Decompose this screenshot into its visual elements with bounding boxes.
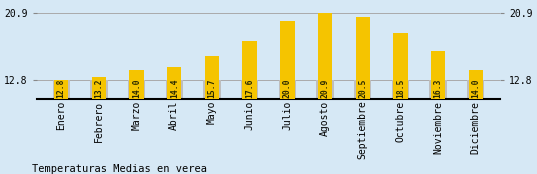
Bar: [392, 80, 409, 99]
Bar: [128, 80, 145, 99]
Bar: [90, 80, 107, 99]
Bar: [431, 51, 445, 99]
Text: 12.8: 12.8: [57, 78, 66, 98]
Text: 17.6: 17.6: [245, 78, 254, 98]
Text: 13.2: 13.2: [95, 78, 104, 98]
Bar: [316, 80, 333, 99]
Bar: [54, 80, 68, 99]
Text: 18.5: 18.5: [396, 78, 405, 98]
Text: 14.0: 14.0: [471, 78, 480, 98]
Text: 15.7: 15.7: [207, 78, 216, 98]
Bar: [467, 80, 484, 99]
Bar: [92, 77, 106, 99]
Bar: [241, 80, 258, 99]
Bar: [355, 17, 370, 99]
Bar: [167, 67, 182, 99]
Bar: [165, 80, 183, 99]
Bar: [318, 13, 332, 99]
Bar: [53, 80, 70, 99]
Text: 20.0: 20.0: [283, 78, 292, 98]
Text: 14.4: 14.4: [170, 78, 179, 98]
Bar: [469, 70, 483, 99]
Bar: [129, 70, 144, 99]
Text: 14.0: 14.0: [132, 78, 141, 98]
Text: 20.5: 20.5: [358, 78, 367, 98]
Bar: [280, 21, 294, 99]
Bar: [279, 80, 296, 99]
Bar: [243, 41, 257, 99]
Text: 16.3: 16.3: [433, 78, 442, 98]
Bar: [205, 56, 219, 99]
Bar: [430, 80, 447, 99]
Bar: [354, 80, 372, 99]
Bar: [204, 80, 221, 99]
Text: 20.9: 20.9: [321, 78, 330, 98]
Bar: [393, 33, 408, 99]
Text: Temperaturas Medias en verea: Temperaturas Medias en verea: [32, 164, 207, 174]
